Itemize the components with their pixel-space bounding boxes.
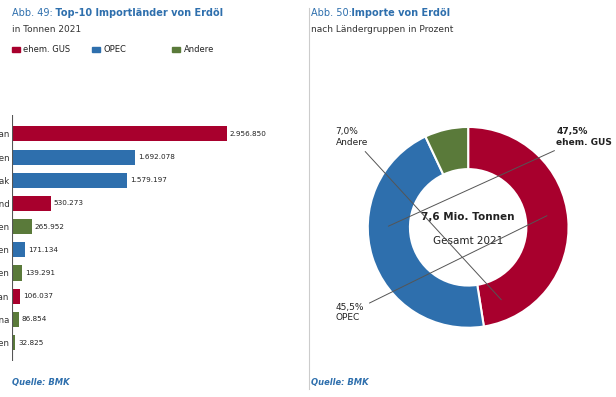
Text: OPEC: OPEC	[103, 45, 126, 54]
Text: 1.692.078: 1.692.078	[138, 154, 175, 160]
Text: in Tonnen 2021: in Tonnen 2021	[12, 25, 81, 34]
Text: 2.956.850: 2.956.850	[230, 131, 267, 137]
Text: 106.037: 106.037	[23, 293, 53, 299]
Text: 171.134: 171.134	[28, 247, 58, 253]
Wedge shape	[426, 127, 468, 175]
Text: Quelle: BMK: Quelle: BMK	[311, 378, 369, 387]
Bar	[12, 242, 25, 257]
Text: 86.854: 86.854	[22, 316, 47, 322]
Bar	[12, 312, 18, 327]
Bar	[12, 219, 31, 234]
Bar	[12, 289, 20, 304]
Text: nach Ländergruppen in Prozent: nach Ländergruppen in Prozent	[311, 25, 453, 34]
Bar	[12, 126, 227, 141]
Text: 530.273: 530.273	[54, 200, 84, 206]
Text: Gesamt 2021: Gesamt 2021	[433, 236, 503, 247]
Text: Abb. 49:: Abb. 49:	[12, 8, 53, 18]
Wedge shape	[468, 127, 569, 326]
Wedge shape	[368, 137, 484, 328]
Text: 139.291: 139.291	[26, 270, 55, 276]
Text: Quelle: BMK: Quelle: BMK	[12, 378, 70, 387]
Text: 265.952: 265.952	[35, 224, 65, 229]
Bar	[12, 335, 15, 350]
Bar	[12, 173, 127, 188]
Bar	[12, 150, 135, 165]
Text: 47,5%
ehem. GUS: 47,5% ehem. GUS	[388, 127, 612, 226]
Text: 7,0%
Andere: 7,0% Andere	[336, 127, 501, 300]
Text: Abb. 50:: Abb. 50:	[311, 8, 352, 18]
Text: Importe von Erdöl: Importe von Erdöl	[348, 8, 450, 18]
Text: 7,6 Mio. Tonnen: 7,6 Mio. Tonnen	[421, 212, 515, 222]
Text: 32.825: 32.825	[18, 339, 43, 345]
Text: ehem. GUS: ehem. GUS	[23, 45, 71, 54]
Text: 1.579.197: 1.579.197	[130, 177, 167, 183]
Text: Top-10 Importländer von Erdöl: Top-10 Importländer von Erdöl	[52, 8, 224, 18]
Bar	[12, 266, 22, 281]
Bar	[12, 196, 51, 211]
Text: 45,5%
OPEC: 45,5% OPEC	[336, 216, 547, 322]
Text: Andere: Andere	[184, 45, 214, 54]
